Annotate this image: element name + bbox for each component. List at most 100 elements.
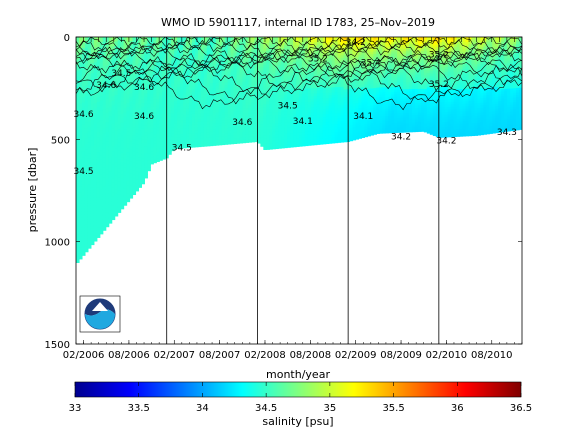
salinity-cell bbox=[328, 47, 333, 51]
salinity-cell bbox=[144, 114, 148, 119]
salinity-cell bbox=[102, 152, 107, 159]
salinity-cell bbox=[382, 106, 386, 110]
salinity-cell bbox=[186, 125, 190, 129]
salinity-cell bbox=[188, 72, 193, 77]
salinity-cell bbox=[278, 142, 282, 146]
salinity-cell bbox=[126, 61, 131, 67]
salinity-cell bbox=[224, 101, 229, 105]
salinity-cell bbox=[310, 63, 315, 68]
salinity-cell bbox=[168, 89, 172, 94]
salinity-cell bbox=[242, 118, 247, 123]
salinity-cell bbox=[322, 138, 327, 142]
salinity-cell bbox=[230, 141, 235, 145]
salinity-cell bbox=[301, 91, 306, 95]
salinity-cell bbox=[129, 109, 134, 115]
salinity-cell bbox=[126, 152, 131, 157]
salinity-cell bbox=[391, 94, 395, 98]
salinity-cell bbox=[242, 139, 247, 144]
salinity-cell bbox=[200, 135, 205, 139]
salinity-cell bbox=[123, 150, 128, 156]
salinity-cell bbox=[245, 52, 250, 57]
salinity-cell bbox=[411, 107, 416, 111]
salinity-cell bbox=[132, 80, 137, 85]
salinity-cell bbox=[397, 87, 401, 90]
salinity-cell bbox=[99, 61, 104, 68]
salinity-cell bbox=[108, 148, 113, 154]
salinity-cell bbox=[272, 120, 276, 125]
salinity-cell bbox=[382, 108, 386, 112]
salinity-cell bbox=[337, 37, 342, 41]
salinity-cell bbox=[423, 37, 428, 40]
salinity-cell bbox=[150, 71, 154, 76]
salinity-cell bbox=[301, 53, 306, 57]
salinity-cell bbox=[403, 51, 407, 55]
salinity-cell bbox=[304, 39, 309, 44]
salinity-cell bbox=[78, 236, 83, 243]
salinity-cell bbox=[129, 57, 134, 62]
salinity-cell bbox=[367, 113, 371, 117]
salinity-cell bbox=[78, 181, 83, 188]
salinity-cell bbox=[337, 50, 342, 54]
salinity-cell bbox=[188, 144, 193, 148]
salinity-cell bbox=[263, 121, 267, 125]
salinity-cell bbox=[403, 103, 407, 107]
salinity-cell bbox=[287, 92, 291, 96]
salinity-cell bbox=[99, 194, 104, 200]
salinity-cell bbox=[197, 132, 202, 137]
salinity-cell bbox=[423, 91, 428, 95]
salinity-cell bbox=[426, 106, 431, 110]
salinity-cell bbox=[230, 53, 235, 57]
salinity-cell bbox=[102, 225, 107, 231]
salinity-cell bbox=[76, 200, 80, 207]
salinity-cell bbox=[301, 132, 306, 136]
salinity-cell bbox=[391, 87, 395, 91]
salinity-cell bbox=[406, 86, 410, 90]
salinity-cell bbox=[96, 72, 101, 78]
salinity-cell bbox=[224, 58, 229, 62]
salinity-cell bbox=[272, 70, 276, 74]
salinity-cell bbox=[337, 84, 342, 88]
salinity-cell bbox=[420, 105, 425, 109]
salinity-cell bbox=[105, 55, 110, 62]
salinity-cell bbox=[310, 120, 315, 124]
salinity-cell bbox=[322, 125, 327, 129]
salinity-cell bbox=[379, 75, 383, 79]
salinity-cell bbox=[126, 119, 131, 124]
salinity-cell bbox=[132, 84, 137, 89]
salinity-cell bbox=[200, 94, 205, 98]
salinity-cell bbox=[376, 56, 380, 60]
salinity-cell bbox=[349, 42, 354, 46]
salinity-cell bbox=[388, 99, 392, 103]
salinity-cell bbox=[281, 86, 285, 91]
salinity-cell bbox=[126, 135, 131, 141]
salinity-cell bbox=[147, 163, 151, 168]
salinity-cell bbox=[444, 79, 449, 83]
salinity-cell bbox=[236, 37, 241, 41]
salinity-cell bbox=[269, 143, 273, 147]
salinity-cell bbox=[254, 99, 258, 103]
salinity-cell bbox=[328, 76, 333, 81]
salinity-cell bbox=[435, 131, 440, 135]
salinity-cell bbox=[406, 108, 410, 112]
salinity-cell bbox=[209, 104, 214, 109]
salinity-cell bbox=[423, 46, 428, 50]
salinity-cell bbox=[328, 87, 333, 91]
salinity-cell bbox=[218, 142, 223, 146]
salinity-cell bbox=[316, 42, 321, 46]
salinity-cell bbox=[126, 111, 131, 116]
salinity-cell bbox=[186, 111, 190, 115]
salinity-cell bbox=[254, 73, 258, 77]
salinity-cell bbox=[325, 140, 330, 145]
salinity-cell bbox=[111, 178, 116, 184]
salinity-cell bbox=[245, 68, 250, 72]
salinity-cell bbox=[328, 129, 333, 134]
salinity-cell bbox=[310, 45, 315, 49]
salinity-cell bbox=[325, 90, 330, 94]
salinity-cell bbox=[322, 66, 327, 70]
salinity-cell bbox=[218, 39, 223, 43]
salinity-cell bbox=[319, 90, 324, 94]
salinity-cell bbox=[177, 78, 181, 83]
salinity-cell bbox=[414, 103, 419, 107]
salinity-cell bbox=[206, 42, 211, 46]
salinity-cell bbox=[248, 58, 253, 62]
